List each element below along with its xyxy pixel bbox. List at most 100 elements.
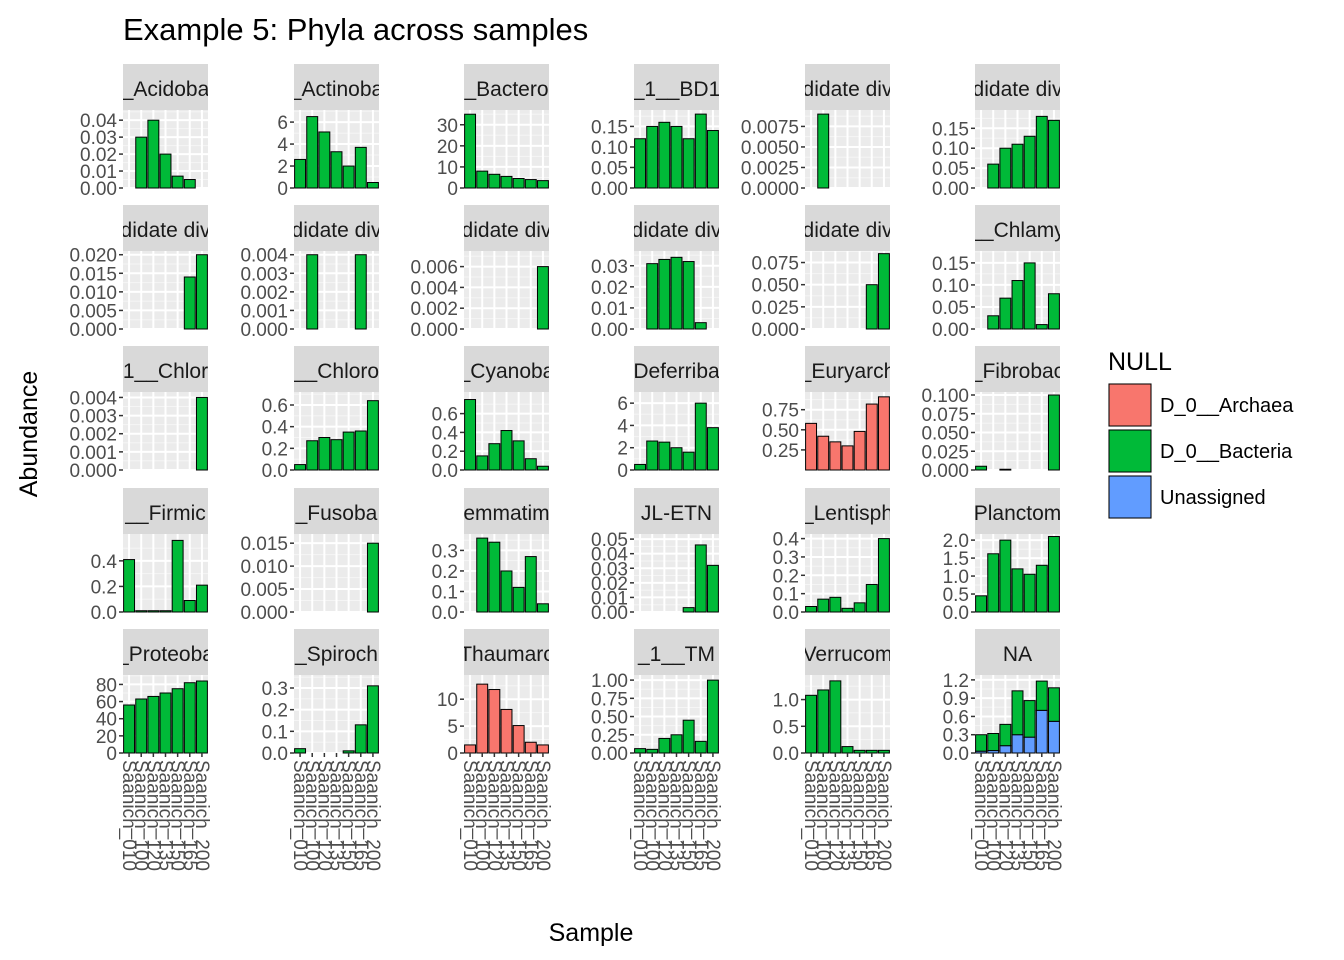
facet-strip <box>975 205 1060 251</box>
y-tick-label: 0.075 <box>921 405 969 426</box>
bar <box>524 556 537 613</box>
bar <box>1047 119 1060 189</box>
bar <box>330 151 343 189</box>
bar <box>318 131 331 189</box>
facet-strip <box>634 488 719 534</box>
x-tick-label: Saanich_010 <box>800 760 821 871</box>
bar <box>706 130 719 189</box>
y-tick-label: 0.002 <box>69 425 117 446</box>
y-tick-label: 0.01 <box>80 162 117 183</box>
facet-panel: __Chlamy 0.000.050.100.15 <box>932 205 1060 341</box>
y-tick-label: 0.25 <box>591 726 628 747</box>
bar <box>1023 135 1036 189</box>
facet-panel: JL-ETN 0.000.010.020.030.040.05 <box>591 488 719 624</box>
facet-strip <box>805 205 890 251</box>
y-tick-label: 0.005 <box>69 301 117 322</box>
y-tick-label: 0.4 <box>91 552 118 573</box>
bar <box>694 322 707 330</box>
bar <box>366 685 379 754</box>
bar <box>488 689 501 754</box>
y-tick-label: 0.004 <box>410 278 458 299</box>
facet-strip <box>464 488 549 534</box>
y-tick-label: 0 <box>277 179 288 200</box>
x-tick-label: Saanich_135 <box>837 760 858 871</box>
facet-panel: Verrucom0.00.51.0Saanich_010Saanich_100S… <box>773 629 894 871</box>
x-tick-label: Saanich_150 <box>849 760 870 871</box>
facet-strip-label: didate div <box>121 219 211 242</box>
y-tick-label: 0.05 <box>591 530 628 551</box>
bar <box>159 610 172 613</box>
facet-strip <box>975 346 1060 392</box>
facet-strip-label: _Fibrobac <box>970 360 1064 383</box>
bar <box>999 468 1012 471</box>
bar <box>342 165 355 189</box>
y-tick-label: 0.03 <box>591 559 628 580</box>
bar <box>294 748 307 754</box>
bar <box>318 437 331 471</box>
facet-panel: _Acidoba 0.000.010.020.030.04 <box>80 64 208 200</box>
x-tick-label: Saanich_100 <box>812 760 833 871</box>
y-tick-label: 2 <box>617 439 628 460</box>
x-tick-label: Saanich_010 <box>459 760 480 871</box>
y-tick-label: 1.0 <box>943 567 969 588</box>
bar <box>488 443 501 471</box>
bar <box>975 734 988 752</box>
bar <box>670 734 683 754</box>
y-tick-label: 5 <box>447 717 458 738</box>
x-tick-label: Saanich_120 <box>483 760 504 871</box>
bar <box>682 451 695 471</box>
y-tick-label: 0.00 <box>80 179 117 200</box>
facet-strip <box>975 629 1060 675</box>
facet-strip <box>805 346 890 392</box>
bar <box>342 431 355 471</box>
bar <box>999 723 1012 747</box>
bar <box>500 708 513 754</box>
bar <box>171 688 184 754</box>
bar <box>159 153 172 189</box>
facet-strip-label: didate div <box>803 219 893 242</box>
y-tick-label: 0.004 <box>240 246 288 267</box>
bar <box>817 435 830 471</box>
x-tick-label: Saanich_120 <box>142 760 163 871</box>
bar <box>658 737 671 754</box>
y-tick-label: 0.50 <box>591 708 628 729</box>
y-tick-label: 0.015 <box>240 534 288 555</box>
y-tick-label: 0.025 <box>751 298 799 319</box>
bar <box>658 121 671 189</box>
bar <box>694 113 707 189</box>
facet-strip <box>975 488 1060 534</box>
x-tick-label: Saanich_135 <box>1007 760 1028 871</box>
bar <box>646 440 659 471</box>
bar <box>306 116 319 189</box>
y-tick-label: 10 <box>437 690 458 711</box>
facet-strip <box>123 346 208 392</box>
bar <box>670 125 683 189</box>
bar <box>877 538 890 613</box>
y-tick-label: 40 <box>96 710 117 731</box>
y-tick-label: 0.0075 <box>741 117 799 138</box>
x-tick-label: Saanich_150 <box>167 760 188 871</box>
bar <box>1035 709 1048 754</box>
bar <box>366 542 379 613</box>
x-tick-label: Saanich_165 <box>861 760 882 871</box>
facet-strip <box>123 488 208 534</box>
facet-strip <box>294 629 379 675</box>
bar <box>646 748 659 754</box>
facet-strip-label: _Proteoba <box>116 643 214 666</box>
facet-strip <box>634 205 719 251</box>
bar <box>1035 115 1048 189</box>
bar <box>706 679 719 754</box>
y-tick-label: 0.6 <box>262 396 288 417</box>
bar <box>488 173 501 189</box>
y-tick-label: 0.03 <box>80 128 117 149</box>
x-tick-label: Saanich_100 <box>982 760 1003 871</box>
bar <box>805 422 818 471</box>
y-tick-label: 6 <box>617 394 628 415</box>
facet-strip-label: emmatim <box>463 502 549 525</box>
y-tick-label: 0.5 <box>773 717 799 738</box>
facet-strip-label: didate div <box>462 219 552 242</box>
